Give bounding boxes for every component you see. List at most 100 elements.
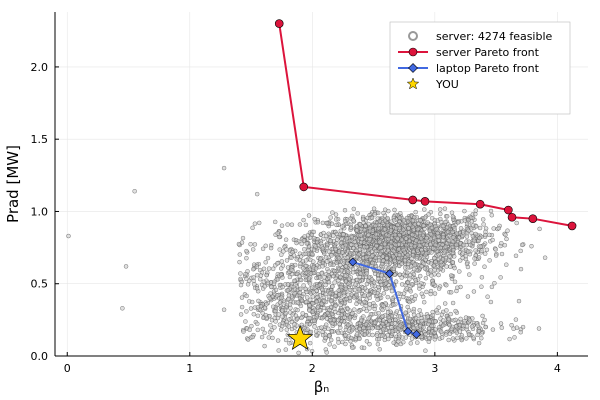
feasible-point: [514, 220, 519, 226]
feasible-point: [329, 329, 335, 334]
feasible-point: [426, 335, 432, 341]
feasible-point: [340, 308, 345, 314]
axes: [54, 12, 588, 357]
feasible-point: [354, 332, 360, 337]
feasible-point: [464, 230, 470, 236]
feasible-point: [306, 213, 312, 218]
feasible-point: [312, 216, 317, 222]
feasible-point: [412, 243, 417, 249]
feasible-point: [422, 207, 427, 212]
feasible-point: [327, 275, 332, 280]
feasible-point: [275, 293, 280, 298]
feasible-point: [442, 206, 448, 211]
feasible-point: [332, 306, 337, 311]
server-pareto-point: [408, 195, 418, 205]
feasible-point: [351, 245, 356, 251]
feasible-point: [288, 310, 293, 315]
feasible-point: [491, 226, 496, 231]
server-pareto-point: [528, 214, 538, 223]
feasible-point: [324, 350, 329, 355]
feasible-point: [288, 305, 293, 311]
feasible-point: [262, 284, 267, 289]
feasible-point: [343, 341, 348, 347]
feasible-point: [347, 287, 353, 293]
feasible-point: [537, 226, 542, 232]
legend-entry: YOU: [406, 77, 459, 91]
feasible-point: [356, 287, 362, 292]
feasible-point: [383, 207, 388, 212]
feasible-point: [308, 329, 314, 335]
feasible-point: [516, 298, 522, 304]
feasible-point: [499, 240, 504, 246]
feasible-point: [370, 253, 375, 258]
feasible-point: [270, 335, 275, 341]
feasible-point: [391, 340, 396, 345]
feasible-point: [315, 219, 321, 225]
feasible-point: [449, 290, 454, 295]
server-pareto-point: [274, 19, 284, 28]
feasible-point: [438, 216, 443, 222]
feasible-point: [343, 286, 349, 292]
feasible-point: [433, 319, 438, 324]
feasible-point: [453, 317, 458, 323]
feasible-point: [285, 282, 291, 287]
feasible-point: [370, 260, 375, 266]
feasible-point: [326, 231, 331, 237]
feasible-point: [436, 305, 441, 310]
laptop-pareto-point: [403, 327, 413, 336]
feasible-point: [427, 228, 432, 234]
x-tick-label: 4: [554, 362, 561, 375]
feasible-point: [385, 294, 390, 300]
feasible-point: [429, 250, 434, 255]
feasible-point: [260, 246, 266, 252]
feasible-point: [326, 280, 332, 285]
feasible-point: [312, 235, 317, 241]
feasible-point: [414, 238, 419, 243]
feasible-point: [357, 299, 362, 305]
feasible-point: [390, 296, 395, 301]
feasible-point: [464, 336, 469, 341]
feasible-point: [355, 211, 360, 216]
feasible-point: [350, 345, 355, 350]
feasible-point: [353, 336, 358, 341]
feasible-point: [258, 304, 264, 309]
feasible-point: [363, 274, 369, 280]
feasible-point: [392, 218, 397, 223]
feasible-point: [414, 256, 419, 261]
feasible-point: [268, 245, 274, 251]
feasible-point: [239, 295, 245, 300]
feasible-point: [415, 248, 420, 253]
feasible-point: [376, 336, 382, 342]
feasible-point: [446, 258, 451, 263]
tick-labels: 0 1 2 3 4 0.0 0.5 1.0 1.5 2.0: [31, 61, 561, 375]
y-axis-label: Prad [MW]: [4, 145, 22, 223]
feasible-point: [375, 325, 381, 331]
feasible-point: [403, 273, 408, 279]
feasible-point: [301, 217, 306, 223]
feasible-point: [324, 220, 329, 226]
feasible-point: [373, 320, 378, 325]
legend-swatch-server-marker: [408, 47, 418, 57]
feasible-point: [347, 315, 353, 320]
feasible-point: [373, 248, 379, 254]
feasible-point: [310, 251, 315, 257]
feasible-point: [364, 255, 369, 260]
feasible-point: [339, 236, 344, 242]
feasible-point: [428, 268, 433, 273]
feasible-point: [348, 339, 353, 344]
feasible-point: [460, 251, 465, 256]
feasible-point: [352, 315, 357, 321]
server-pareto-point: [299, 182, 309, 192]
feasible-point: [272, 325, 277, 330]
feasible-point: [323, 282, 328, 288]
feasible-point: [332, 280, 337, 285]
feasible-point: [435, 310, 440, 315]
feasible-point: [451, 235, 456, 240]
feasible-point: [132, 189, 137, 194]
laptop-pareto-point: [412, 329, 421, 339]
feasible-point: [252, 221, 258, 226]
feasible-point: [304, 299, 309, 304]
feasible-point: [411, 306, 417, 312]
feasible-point: [355, 277, 360, 283]
feasible-point: [335, 237, 340, 242]
